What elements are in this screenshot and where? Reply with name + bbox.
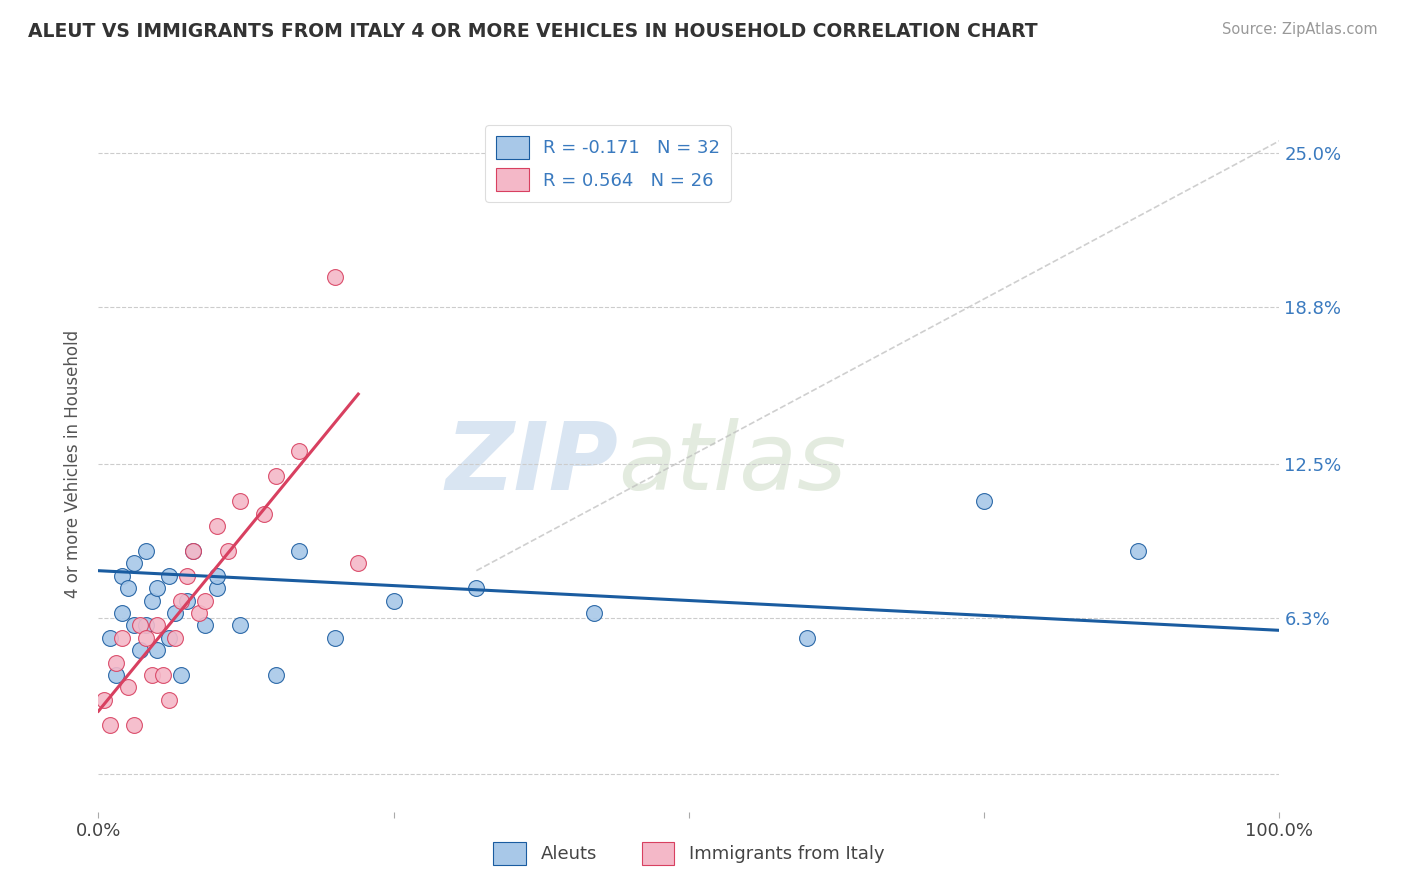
Point (157, 631, 180, 645)
Text: ALEUT VS IMMIGRANTS FROM ITALY 4 OR MORE VEHICLES IN HOUSEHOLD CORRELATION CHART: ALEUT VS IMMIGRANTS FROM ITALY 4 OR MORE… (28, 22, 1038, 41)
Point (465, 581, 488, 595)
Point (135, 618, 157, 632)
Point (157, 693, 180, 707)
Point (181, 544, 204, 558)
Point (93, 693, 115, 707)
Point (194, 618, 217, 632)
Point (98, 717, 121, 731)
Text: Source: ZipAtlas.com: Source: ZipAtlas.com (1222, 22, 1378, 37)
Point (105, 656, 128, 670)
Point (152, 668, 174, 682)
Point (128, 618, 150, 632)
Point (796, 631, 818, 645)
Point (157, 568, 180, 582)
Point (141, 593, 163, 607)
Point (98, 631, 121, 645)
Point (1126, 544, 1149, 558)
Point (135, 544, 157, 558)
Text: atlas: atlas (619, 418, 846, 509)
Point (146, 643, 169, 657)
Point (146, 618, 169, 632)
Point (288, 444, 311, 458)
Point (288, 544, 311, 558)
Point (141, 668, 163, 682)
Point (105, 668, 128, 682)
Point (165, 606, 187, 620)
Point (205, 581, 228, 595)
Point (583, 606, 606, 620)
Point (264, 668, 287, 682)
Point (347, 556, 370, 570)
Point (205, 568, 228, 582)
Point (170, 668, 193, 682)
Point (117, 681, 139, 695)
Point (128, 643, 150, 657)
Point (135, 631, 157, 645)
Point (176, 593, 198, 607)
Point (181, 544, 204, 558)
Point (111, 568, 134, 582)
Point (253, 507, 276, 521)
Point (323, 270, 346, 285)
Text: ZIP: ZIP (446, 417, 619, 510)
Point (217, 544, 239, 558)
Point (170, 593, 193, 607)
Point (229, 618, 252, 632)
Point (117, 581, 139, 595)
Point (323, 631, 346, 645)
Point (122, 618, 145, 632)
Point (382, 593, 405, 607)
Point (205, 519, 228, 533)
Y-axis label: 4 or more Vehicles in Household: 4 or more Vehicles in Household (65, 330, 83, 598)
Point (264, 469, 287, 483)
Point (229, 494, 252, 508)
Legend: Aleuts, Immigrants from Italy: Aleuts, Immigrants from Italy (486, 835, 891, 872)
Point (122, 556, 145, 570)
Point (165, 631, 187, 645)
Point (187, 606, 209, 620)
Point (194, 593, 217, 607)
Point (176, 568, 198, 582)
Point (111, 631, 134, 645)
Point (111, 606, 134, 620)
Point (122, 717, 145, 731)
Point (146, 581, 169, 595)
Point (973, 494, 995, 508)
